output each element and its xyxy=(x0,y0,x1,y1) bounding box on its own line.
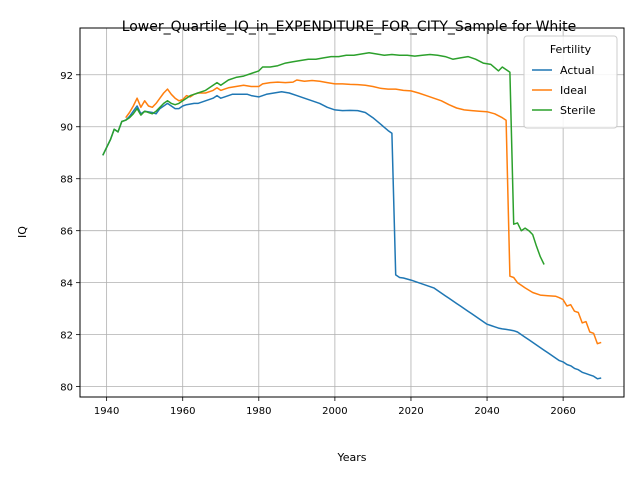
plot-area-frame xyxy=(79,27,625,398)
legend-label: Sterile xyxy=(560,104,596,117)
x-tick-label: 1940 xyxy=(94,406,119,417)
chart-title: Lower_Quartile_IQ_in_EXPENDITURE_FOR_CIT… xyxy=(122,19,577,35)
y-tick-label: 92 xyxy=(60,71,73,82)
series-line-ideal xyxy=(125,79,602,345)
legend-label: Actual xyxy=(560,64,594,77)
x-axis-label: Years xyxy=(336,451,366,464)
x-tick-label: 2000 xyxy=(322,406,347,417)
legend-label: Ideal xyxy=(560,84,587,97)
y-tick-label: 80 xyxy=(60,383,73,394)
y-axis-ticks: 80 82 84 86 88 90 92 xyxy=(60,71,80,394)
legend-title: Fertility xyxy=(550,43,592,56)
y-tick-label: 88 xyxy=(60,175,73,186)
legend: Fertility Actual Ideal Sterile xyxy=(523,35,618,129)
series-line-sterile xyxy=(102,51,545,265)
y-tick-label: 90 xyxy=(60,123,73,134)
grid-lines xyxy=(80,28,624,397)
y-tick-label: 86 xyxy=(60,227,73,238)
y-axis-label: IQ xyxy=(16,226,29,238)
x-axis-ticks: 1940 1960 1980 2000 2020 2040 2060 xyxy=(94,397,576,417)
y-tick-label: 84 xyxy=(60,279,73,290)
y-tick-label: 82 xyxy=(60,331,73,342)
x-tick-label: 2040 xyxy=(474,406,499,417)
x-tick-label: 1960 xyxy=(170,406,195,417)
x-tick-label: 1980 xyxy=(246,406,271,417)
series-line-actual xyxy=(102,90,602,380)
x-tick-label: 2020 xyxy=(398,406,423,417)
legend-box xyxy=(523,35,618,129)
series-lines xyxy=(102,51,602,380)
x-tick-label: 2060 xyxy=(550,406,575,417)
